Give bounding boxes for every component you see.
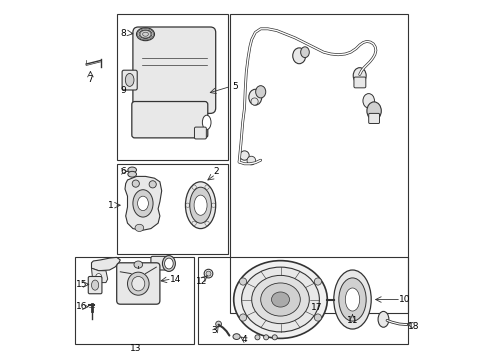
FancyBboxPatch shape	[194, 127, 206, 139]
Text: 17: 17	[310, 302, 322, 312]
Ellipse shape	[135, 224, 143, 231]
Ellipse shape	[314, 314, 321, 321]
Ellipse shape	[149, 181, 156, 188]
FancyBboxPatch shape	[133, 27, 215, 113]
Ellipse shape	[232, 334, 240, 339]
Ellipse shape	[164, 258, 173, 269]
Ellipse shape	[202, 115, 211, 130]
Polygon shape	[91, 257, 120, 271]
Ellipse shape	[292, 48, 305, 64]
Text: 10: 10	[398, 295, 409, 304]
Bar	[230, 14, 407, 313]
Ellipse shape	[185, 182, 215, 229]
Text: 16: 16	[76, 302, 87, 311]
Ellipse shape	[125, 73, 134, 86]
Ellipse shape	[127, 167, 136, 173]
Text: 7: 7	[87, 76, 93, 85]
Ellipse shape	[132, 180, 139, 187]
Text: 15: 15	[76, 280, 87, 289]
Text: 8: 8	[120, 29, 126, 38]
Ellipse shape	[314, 278, 321, 285]
Ellipse shape	[251, 275, 309, 324]
FancyBboxPatch shape	[368, 113, 379, 123]
Ellipse shape	[272, 335, 277, 340]
Ellipse shape	[96, 274, 102, 279]
Ellipse shape	[189, 187, 211, 223]
Ellipse shape	[352, 68, 366, 84]
FancyBboxPatch shape	[117, 263, 160, 304]
Ellipse shape	[366, 102, 381, 120]
Ellipse shape	[241, 267, 319, 332]
Ellipse shape	[254, 335, 260, 340]
Ellipse shape	[162, 256, 175, 271]
Ellipse shape	[260, 283, 300, 316]
Text: 2: 2	[212, 166, 218, 176]
Polygon shape	[125, 176, 162, 230]
Ellipse shape	[134, 261, 142, 268]
Ellipse shape	[127, 272, 149, 295]
Text: 18: 18	[407, 323, 419, 331]
Ellipse shape	[91, 280, 99, 290]
Ellipse shape	[205, 271, 211, 276]
Text: 11: 11	[346, 316, 358, 325]
FancyBboxPatch shape	[132, 102, 207, 138]
Ellipse shape	[246, 156, 255, 165]
Ellipse shape	[136, 28, 154, 41]
Ellipse shape	[248, 89, 261, 105]
Ellipse shape	[204, 269, 212, 278]
Ellipse shape	[263, 335, 268, 340]
FancyBboxPatch shape	[88, 276, 102, 294]
Ellipse shape	[133, 190, 153, 217]
Bar	[117, 14, 228, 160]
Ellipse shape	[300, 47, 309, 58]
Ellipse shape	[338, 278, 366, 321]
Text: 3: 3	[211, 326, 216, 335]
Bar	[197, 257, 407, 344]
Ellipse shape	[362, 94, 374, 108]
Ellipse shape	[194, 195, 206, 215]
Ellipse shape	[333, 270, 370, 329]
FancyBboxPatch shape	[353, 77, 365, 88]
Ellipse shape	[255, 86, 265, 98]
Ellipse shape	[239, 314, 246, 321]
Ellipse shape	[233, 261, 326, 338]
Ellipse shape	[139, 30, 152, 39]
Ellipse shape	[377, 311, 388, 327]
Ellipse shape	[239, 278, 246, 285]
Text: 9: 9	[120, 86, 126, 95]
Ellipse shape	[137, 196, 148, 211]
FancyBboxPatch shape	[151, 256, 168, 270]
Text: 14: 14	[170, 275, 182, 284]
FancyBboxPatch shape	[122, 70, 137, 90]
Ellipse shape	[127, 171, 136, 177]
Ellipse shape	[271, 292, 289, 307]
Text: 4: 4	[241, 335, 247, 343]
Polygon shape	[91, 268, 107, 283]
Text: 12: 12	[196, 277, 207, 286]
Ellipse shape	[239, 151, 249, 160]
Ellipse shape	[215, 321, 221, 327]
Text: 5: 5	[232, 82, 238, 91]
Ellipse shape	[345, 288, 359, 311]
Bar	[117, 164, 228, 254]
Ellipse shape	[132, 276, 144, 291]
Ellipse shape	[250, 98, 258, 105]
Bar	[75, 257, 194, 344]
Text: 1: 1	[107, 201, 113, 210]
Text: 6: 6	[120, 167, 125, 176]
Text: 13: 13	[129, 344, 141, 353]
